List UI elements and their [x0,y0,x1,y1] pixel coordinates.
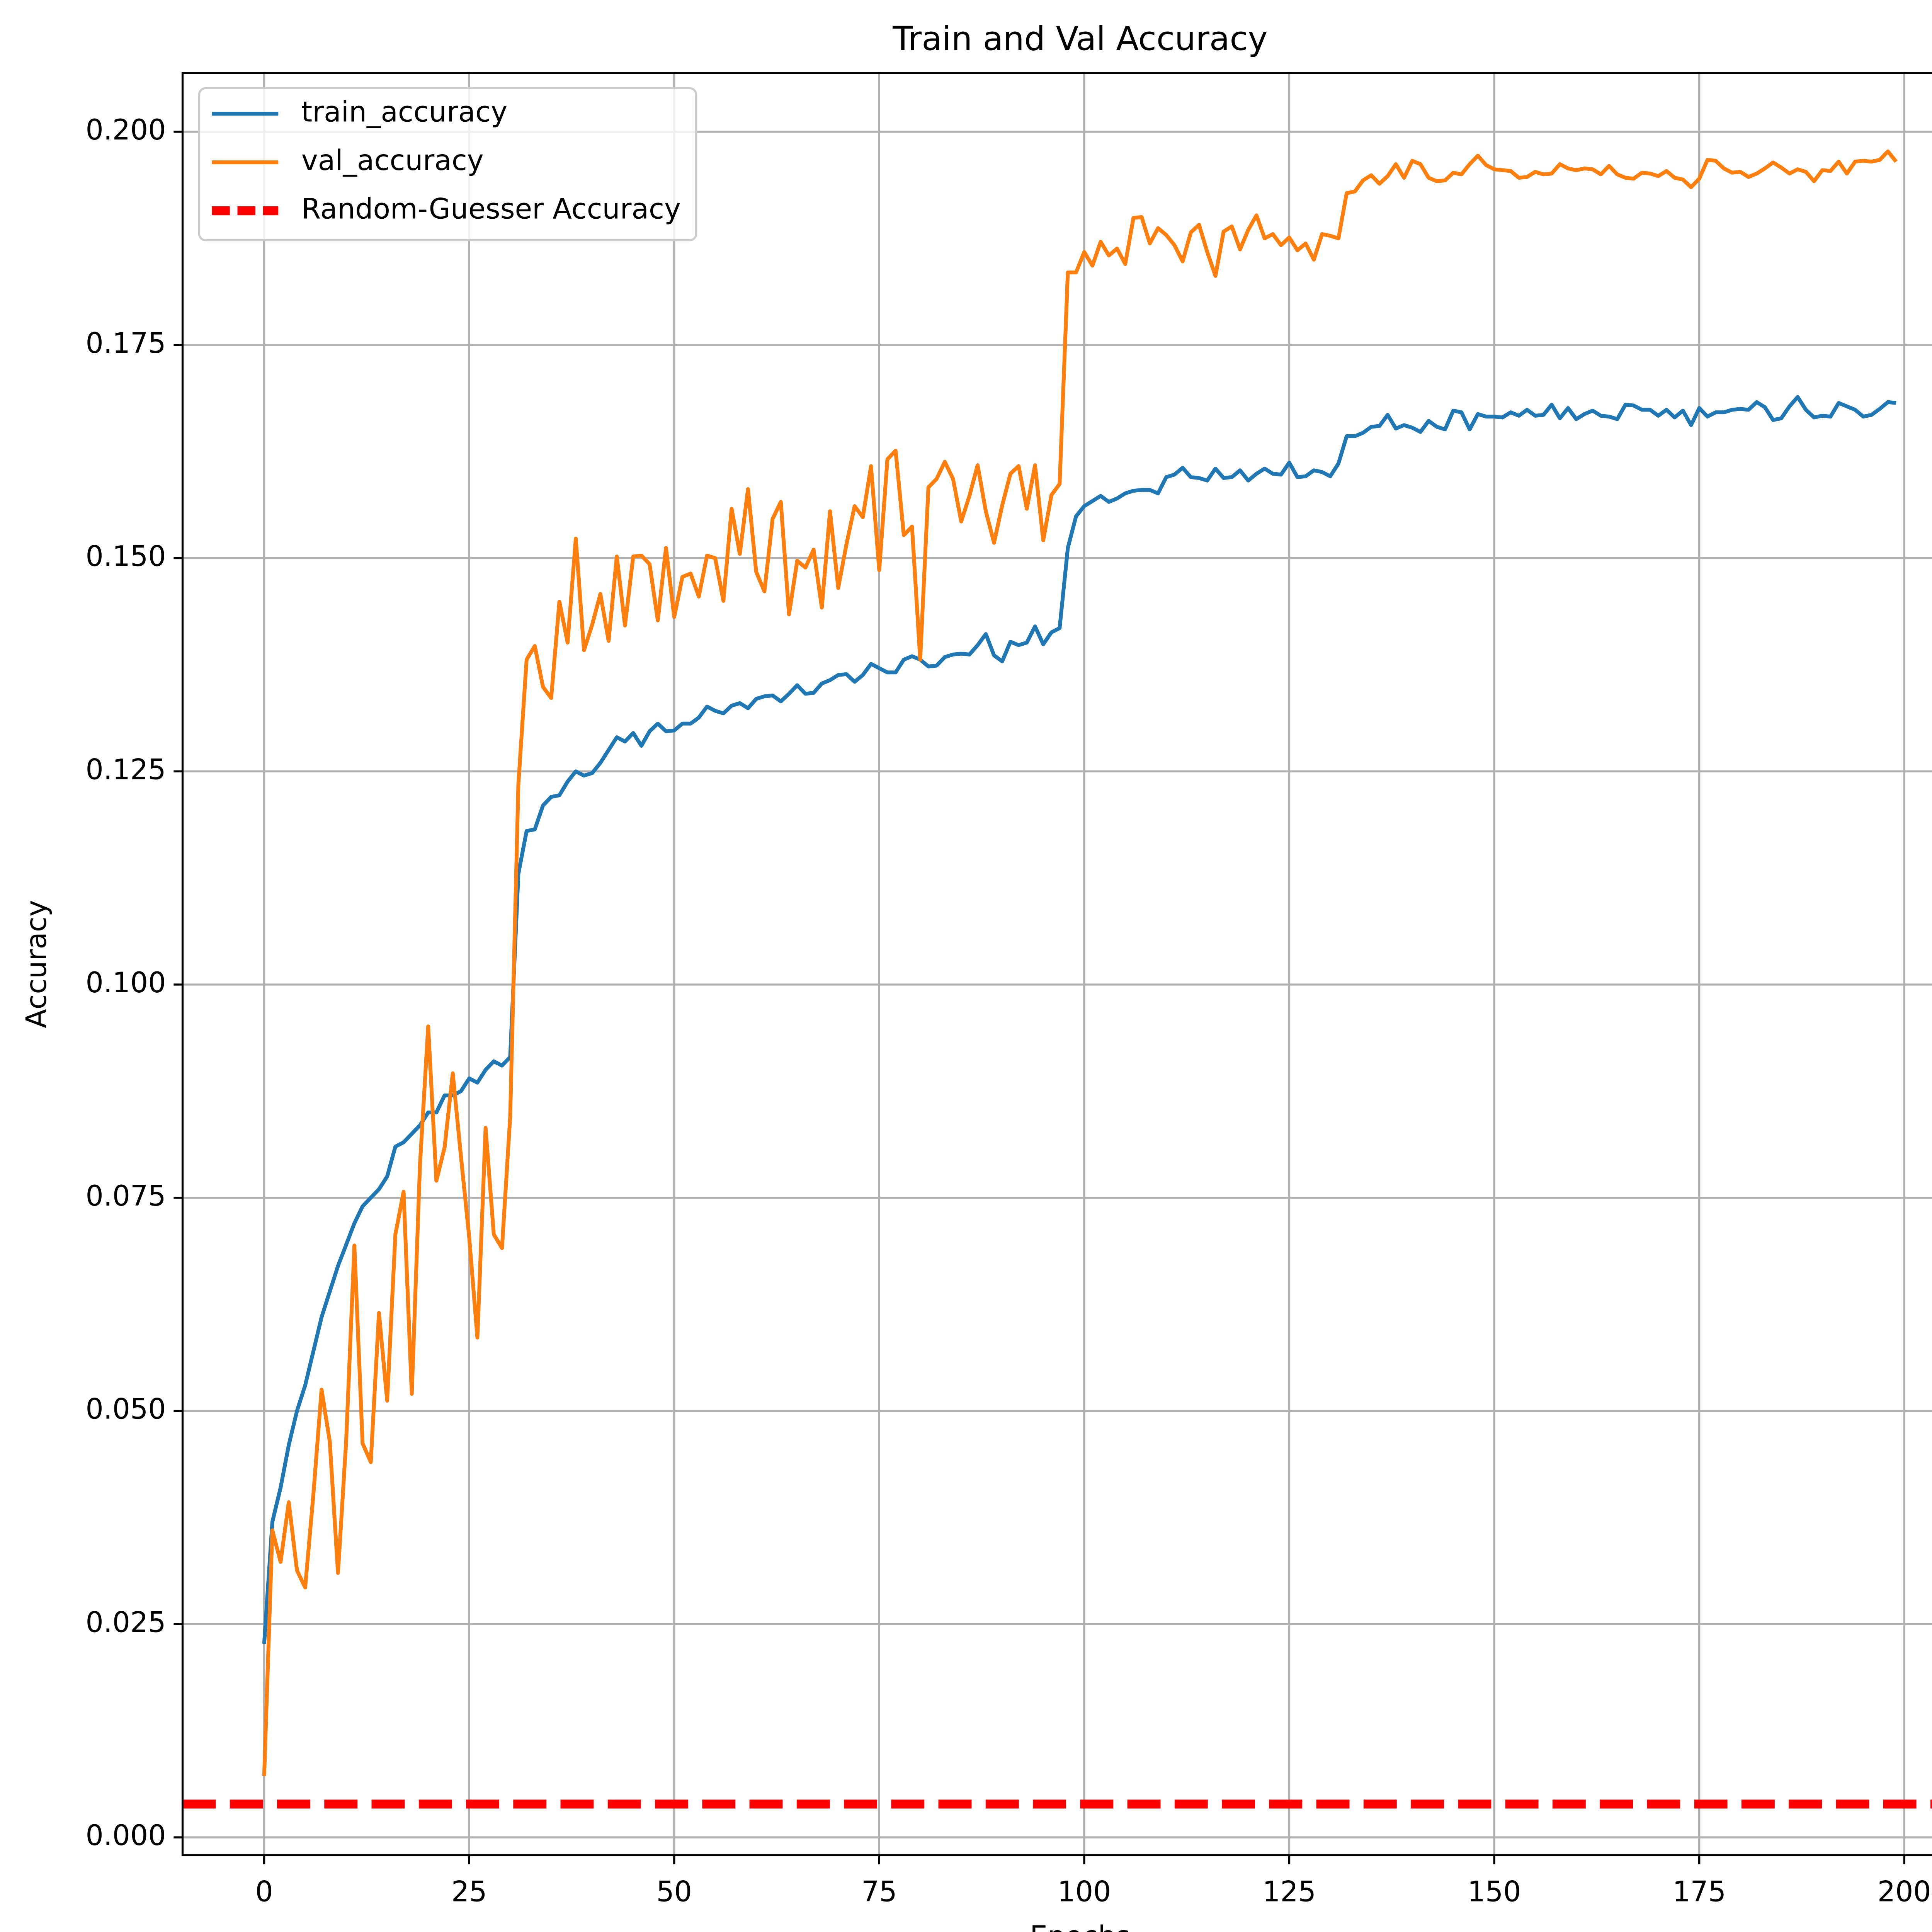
x-axis-label: Epochs [1030,1920,1130,1932]
x-tick-label: 150 [1468,1876,1521,1908]
line-series [262,395,1896,1644]
chart-title: Train and Val Accuracy [892,20,1267,58]
x-tick-label: 200 [1878,1876,1931,1908]
x-tick-label: 125 [1262,1876,1316,1908]
y-tick-label: 0.150 [85,541,166,573]
y-tick-label: 0.125 [85,753,166,786]
y-tick-label: 0.025 [85,1606,166,1639]
x-tick-label: 100 [1058,1876,1111,1908]
x-tick-label: 25 [451,1876,487,1908]
y-axis-label: Accuracy [20,900,53,1028]
y-tick-label: 0.000 [85,1820,166,1852]
y-tick-label: 0.075 [85,1180,166,1213]
legend-label: val_accuracy [301,145,484,177]
x-tick-label: 50 [656,1876,692,1908]
legend-box [198,87,697,242]
x-tick-label: 75 [861,1876,897,1908]
y-tick-label: 0.175 [85,327,166,360]
legend-label: Random-Guesser Accuracy [301,193,681,226]
y-tick-label: 0.100 [85,967,166,999]
x-tick-label: 0 [255,1876,273,1908]
legend-label: train_accuracy [301,96,507,128]
y-tick-label: 0.200 [85,114,166,146]
x-tick-label: 175 [1672,1876,1726,1908]
line-series [262,149,1898,1776]
y-tick-label: 0.050 [85,1393,166,1426]
axes-frame [181,72,1932,1857]
